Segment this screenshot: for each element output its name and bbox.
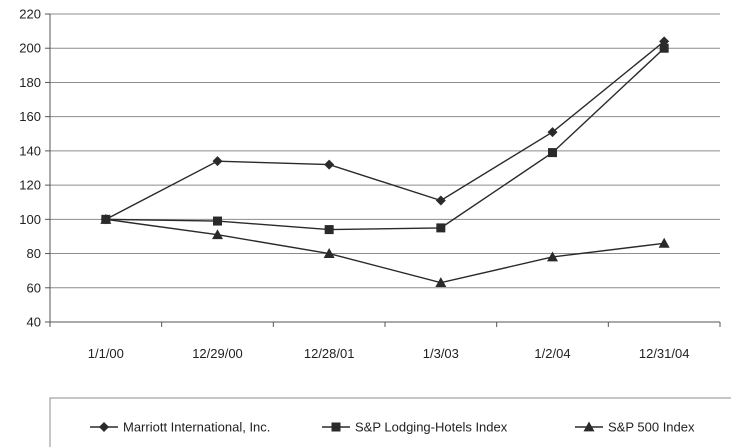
legend: Marriott International, Inc. S&P Lodging-… (49, 397, 731, 447)
data-point-triangle (658, 237, 670, 248)
data-point-diamond (212, 156, 223, 167)
legend-marker-square (331, 422, 341, 432)
y-tick-label: 100 (19, 212, 41, 227)
legend-marker-diamond (99, 422, 109, 432)
legend-item: S&P 500 Index (575, 420, 695, 435)
y-tick-label: 120 (19, 178, 41, 193)
series-2 (101, 43, 669, 235)
y-axis-tick-labels: 40 60 80 100 120 140 160 180 200 220 (19, 7, 41, 330)
data-point-triangle (323, 248, 335, 258)
x-tick-label: 1/3/03 (423, 346, 459, 361)
data-point-square (548, 148, 557, 158)
x-tick-label: 12/29/00 (192, 346, 243, 361)
data-point-square (213, 216, 222, 226)
series-1 (100, 36, 670, 225)
legend-label: S&P Lodging-Hotels Index (355, 420, 508, 435)
y-tick-label: 40 (27, 315, 41, 330)
data-point-triangle (100, 213, 112, 224)
data-point-triangle (547, 251, 558, 262)
series-3 (100, 213, 670, 288)
y-tick-label: 80 (27, 246, 41, 261)
gridlines (50, 13, 720, 289)
data-point-square (436, 223, 446, 233)
x-tick-label: 1/2/04 (534, 346, 570, 361)
data-point-diamond (435, 195, 446, 206)
series-line (105, 40, 665, 220)
y-tick-label: 140 (19, 143, 41, 158)
legend-label: Marriott International, Inc. (123, 420, 270, 435)
x-tick-label: 12/31/04 (639, 346, 690, 361)
legend-item: S&P Lodging-Hotels Index (322, 420, 508, 435)
series-line (105, 218, 665, 284)
legend-item: Marriott International, Inc. (90, 420, 270, 435)
x-axis-tick-labels: 1/1/00 12/29/00 12/28/01 1/3/03 1/2/04 12/31/… (88, 346, 690, 361)
y-tick-label: 220 (19, 7, 41, 22)
data-point-triangle (435, 277, 447, 288)
series-lines (100, 36, 670, 288)
legend-box (49, 397, 731, 447)
y-tick-label: 160 (19, 109, 41, 124)
y-tick-label: 200 (19, 41, 41, 56)
data-point-triangle (212, 229, 223, 240)
x-tick-label: 12/28/01 (304, 346, 355, 361)
axes (45, 13, 721, 327)
data-point-square (324, 225, 334, 235)
data-point-square (659, 43, 669, 53)
data-point-diamond (324, 159, 335, 170)
series-line (105, 47, 665, 231)
legend-marker-triangle (583, 421, 595, 432)
x-tick-label: 1/1/00 (88, 346, 124, 361)
data-point-diamond (547, 127, 558, 138)
legend-label: S&P 500 Index (608, 420, 695, 435)
y-tick-label: 180 (19, 75, 41, 90)
y-tick-label: 60 (27, 280, 41, 295)
